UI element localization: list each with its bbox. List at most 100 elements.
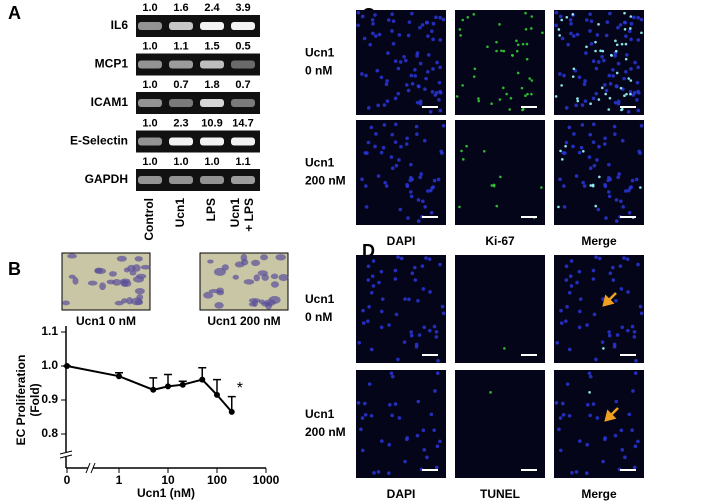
nucleus (594, 91, 599, 96)
nucleus (426, 189, 430, 193)
cell (248, 298, 261, 303)
nucleus (558, 72, 562, 76)
nucleus (561, 401, 565, 406)
nucleus (390, 374, 395, 379)
gel-band (200, 137, 224, 146)
nucleus (377, 32, 382, 37)
x-tick-label: 10 (161, 473, 175, 487)
nucleus (376, 174, 381, 178)
nucleus (379, 439, 384, 443)
gel-band (231, 176, 255, 184)
nucleus (630, 178, 635, 183)
micrograph-caption: Ucn1 0 nM (76, 314, 136, 328)
nucleus (616, 101, 621, 106)
nucleus (422, 325, 427, 330)
nucleus (597, 144, 601, 149)
nucleus (425, 455, 429, 460)
nucleus (603, 436, 607, 440)
stain (557, 28, 561, 31)
fluorescence-image (554, 255, 644, 363)
cell (258, 299, 266, 305)
nucleus (396, 66, 401, 71)
nucleus (419, 172, 423, 176)
nucleus (565, 304, 569, 309)
nucleus (632, 465, 637, 470)
gel-row (136, 130, 260, 153)
x-tick-label: 100 (207, 473, 227, 487)
nucleus (567, 413, 572, 418)
nucleus (371, 284, 376, 288)
nucleus (371, 22, 375, 26)
nucleus (438, 439, 442, 444)
nucleus (418, 175, 423, 180)
nucleus (631, 389, 635, 393)
stain (477, 99, 481, 103)
stain (502, 49, 506, 53)
nucleus (402, 54, 406, 59)
nucleus (613, 54, 617, 58)
nucleus (639, 123, 644, 128)
nucleus (579, 145, 584, 150)
fold-value: 1.0 (173, 156, 188, 168)
nucleus (438, 38, 443, 42)
nucleus (611, 67, 615, 72)
fold-value: 0.5 (235, 40, 250, 52)
cell (72, 277, 79, 285)
stain (629, 27, 632, 30)
nucleus (356, 401, 361, 405)
nucleus (409, 333, 414, 338)
stain (495, 49, 498, 53)
nucleus (424, 76, 428, 81)
nucleus (569, 31, 573, 36)
nucleus (624, 34, 628, 38)
nucleus (384, 82, 389, 86)
nucleus (371, 31, 375, 36)
point (228, 408, 235, 415)
nucleus (360, 72, 364, 76)
nucleus (438, 262, 442, 267)
nucleus (631, 93, 636, 97)
lane-label: + LPS (242, 198, 256, 232)
row-label: 0 nM (305, 64, 332, 78)
nucleus (554, 23, 558, 28)
nucleus (580, 103, 585, 107)
image-bg (356, 370, 446, 478)
row-label: Ucn1 (305, 156, 335, 170)
nucleus (422, 138, 427, 143)
nucleus (636, 15, 640, 20)
stain (458, 28, 462, 31)
nucleus (559, 308, 563, 313)
nucleus (601, 459, 605, 464)
nucleus (628, 186, 633, 190)
stain (525, 42, 529, 46)
cell (136, 273, 147, 279)
fluorescence-image (455, 10, 545, 115)
gel-band (200, 99, 224, 107)
gene-label: ICAM1 (91, 95, 129, 109)
stain (495, 40, 498, 44)
nucleus (616, 25, 620, 30)
nucleus (591, 122, 596, 127)
nucleus (577, 309, 582, 314)
nucleus (359, 427, 363, 432)
nucleus (594, 357, 598, 362)
stain (530, 27, 533, 30)
nucleus (436, 359, 440, 363)
nucleus (617, 172, 621, 176)
nucleus (374, 132, 378, 136)
nucleus (385, 99, 390, 103)
x-axis-label: Ucn1 (nM) (137, 486, 195, 500)
nucleus (569, 284, 574, 288)
gel-band (200, 60, 224, 69)
nucleus (413, 278, 418, 282)
stain (624, 42, 628, 46)
nucleus (583, 79, 587, 83)
nucleus (583, 99, 588, 103)
nucleus (428, 290, 432, 294)
nucleus (413, 67, 417, 72)
nucleus (621, 205, 625, 209)
nucleus (396, 91, 401, 96)
stain (598, 175, 601, 179)
stain (526, 92, 529, 96)
stain (486, 45, 489, 49)
